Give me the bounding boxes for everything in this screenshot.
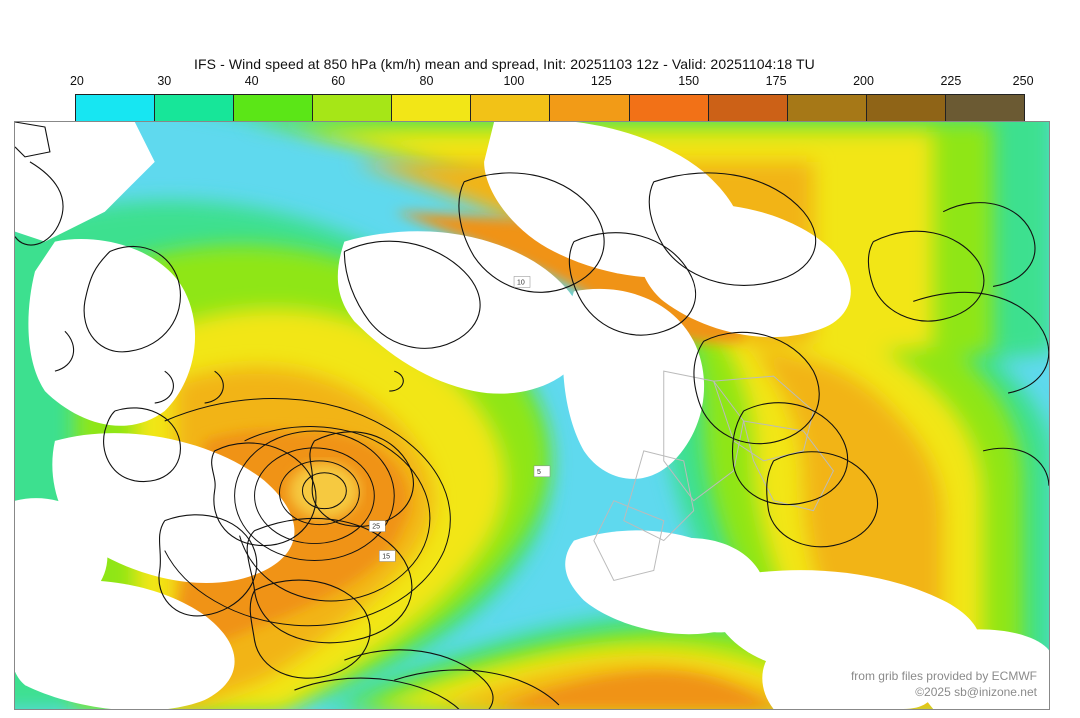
weather-map-page: IFS - Wind speed at 850 hPa (km/h) mean …	[0, 0, 1080, 718]
weather-map[interactable]: 25 15 10 5 from grib files provided by E…	[14, 121, 1050, 710]
chart-title: IFS - Wind speed at 850 hPa (km/h) mean …	[194, 56, 815, 72]
tick-200: 200	[853, 74, 874, 88]
tick-80: 80	[420, 74, 434, 88]
svg-text:10: 10	[517, 279, 525, 286]
watermark-copyright: ©2025 sb@inizone.net	[915, 685, 1037, 699]
tick-40: 40	[245, 74, 259, 88]
colorbar-ticks: 20 30 40 60 80 100 125 150 175 200 225 2…	[75, 74, 1025, 90]
watermark-credit: from grib files provided by ECMWF	[851, 669, 1037, 683]
svg-text:15: 15	[382, 554, 390, 561]
tick-20: 20	[70, 74, 84, 88]
tick-150: 150	[678, 74, 699, 88]
tick-175: 175	[766, 74, 787, 88]
tick-125: 125	[591, 74, 612, 88]
tick-225: 225	[940, 74, 961, 88]
svg-text:5: 5	[537, 469, 541, 476]
colorbar-container: 20 30 40 60 80 100 125 150 175 200 225 2…	[75, 74, 1025, 126]
tick-250: 250	[1013, 74, 1034, 88]
tick-60: 60	[331, 74, 345, 88]
svg-text:25: 25	[372, 524, 380, 531]
tick-100: 100	[503, 74, 524, 88]
tick-30: 30	[157, 74, 171, 88]
